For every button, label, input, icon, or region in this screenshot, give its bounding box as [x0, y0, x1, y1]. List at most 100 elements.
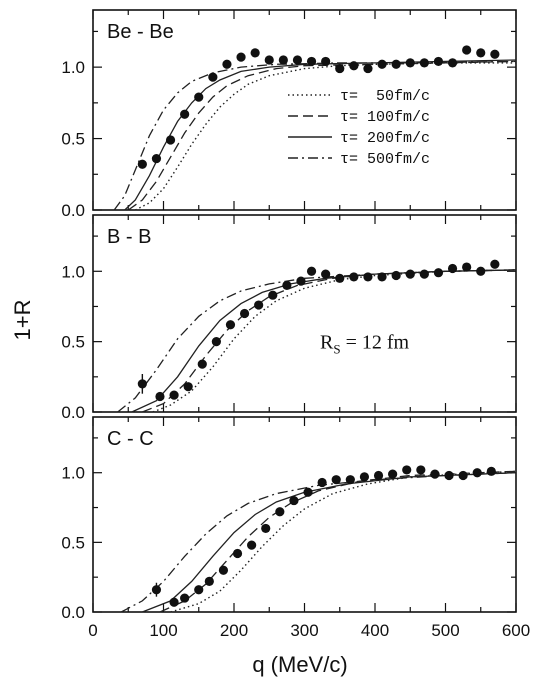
data-point [430, 469, 440, 479]
x-tick-label: 400 [361, 621, 389, 640]
data-point [476, 48, 486, 58]
legend-label: τ= 100fm/c [340, 109, 430, 126]
panel-3: 0.0 0.5 1.0 C - C [61, 416, 517, 622]
data-point [433, 56, 444, 67]
data-point [331, 475, 341, 485]
legend-label: τ= 200fm/c [340, 130, 430, 147]
data-point [180, 593, 190, 603]
y-tick-label: 0.5 [61, 130, 85, 149]
data-point [264, 55, 274, 65]
data-point [254, 300, 264, 310]
panel-annotation: RS = 12 fm [320, 332, 410, 357]
data-point [447, 263, 458, 274]
curve-dashed [127, 60, 517, 211]
data-point [180, 109, 190, 119]
data-point [472, 468, 482, 478]
panel-1: 0.0 0.5 1.0 Be - Be [61, 9, 517, 220]
data-point [335, 273, 345, 283]
data-point [486, 466, 496, 476]
data-point [222, 59, 232, 69]
x-tick-label: 100 [149, 621, 177, 640]
data-point [405, 269, 415, 279]
data-point [289, 495, 299, 506]
data-point [151, 585, 162, 595]
data-point [349, 61, 359, 71]
curve-dash-dot [120, 472, 517, 613]
data-point [250, 48, 260, 58]
data-point [278, 55, 288, 65]
y-tick-label: 0.5 [61, 533, 85, 552]
x-tick-label: 600 [502, 621, 530, 640]
data-point [225, 320, 236, 330]
y-tick-label: 1.0 [61, 464, 85, 483]
data-point [211, 337, 221, 347]
data-point [476, 266, 486, 276]
data-point [321, 269, 331, 279]
data-point [419, 269, 429, 279]
data-point [275, 507, 285, 517]
panel-label: C - C [107, 428, 154, 450]
data-point [458, 470, 468, 481]
data-point [416, 465, 426, 475]
x-tick-label: 0 [88, 621, 97, 640]
data-point [419, 58, 429, 68]
data-point [247, 540, 257, 550]
data-point [490, 49, 500, 59]
data-point [433, 268, 444, 278]
data-point [373, 470, 384, 481]
curve-dash-dot [117, 269, 517, 413]
panel-label: Be - Be [107, 21, 174, 43]
data-point [306, 56, 317, 67]
panels-group: 0.0 0.5 1.0 Be - Be 0.0 0.5 1.0 B - B RS = 12 fm… [61, 9, 530, 640]
data-point [236, 52, 246, 62]
y-tick-label: 1.0 [61, 262, 85, 281]
data-point [405, 58, 415, 68]
data-point [194, 92, 204, 102]
data-point [194, 585, 204, 595]
legend: τ= 50fm/c τ= 100fm/c τ= 200fm/c τ= 500fm/c [288, 88, 430, 168]
y-axis-title: 1+R [10, 300, 35, 341]
data-point [239, 308, 250, 319]
x-tick-label: 500 [431, 621, 459, 640]
y-tick-label: 0.0 [61, 603, 85, 622]
curve-dash-dot [113, 60, 517, 211]
panel-label: B - B [107, 226, 151, 248]
data-point [391, 59, 401, 69]
panel-2: 0.0 0.5 1.0 B - B RS = 12 fm [61, 214, 517, 422]
x-axis-title: q (MeV/c) [252, 652, 347, 677]
data-point [388, 469, 398, 479]
data-point [462, 262, 472, 272]
data-point [306, 266, 317, 276]
curve-dashed [159, 470, 517, 613]
data-point [490, 259, 500, 269]
data-point [359, 472, 370, 482]
data-point [345, 475, 355, 485]
data-point [197, 359, 207, 369]
curve-solid [142, 472, 517, 613]
data-point [165, 135, 176, 145]
data-point [282, 280, 292, 290]
data-point [155, 391, 165, 402]
data-point [335, 63, 345, 74]
data-point [137, 159, 147, 169]
y-tick-label: 0.0 [61, 403, 85, 422]
x-tick-label: 200 [220, 621, 248, 640]
data-point [402, 465, 412, 475]
data-point [303, 487, 313, 497]
data-point [232, 548, 243, 559]
data-point [183, 382, 193, 392]
data-point [261, 523, 271, 534]
data-point [377, 59, 387, 69]
data-point [296, 276, 306, 286]
data-point [169, 390, 179, 400]
data-point [218, 565, 229, 575]
y-tick-label: 0.0 [61, 201, 85, 220]
data-point [462, 45, 472, 55]
data-point [377, 272, 387, 282]
y-tick-label: 0.5 [61, 333, 85, 352]
data-point [151, 153, 162, 164]
data-point [321, 56, 331, 67]
data-point [363, 272, 373, 282]
data-point [349, 272, 359, 282]
